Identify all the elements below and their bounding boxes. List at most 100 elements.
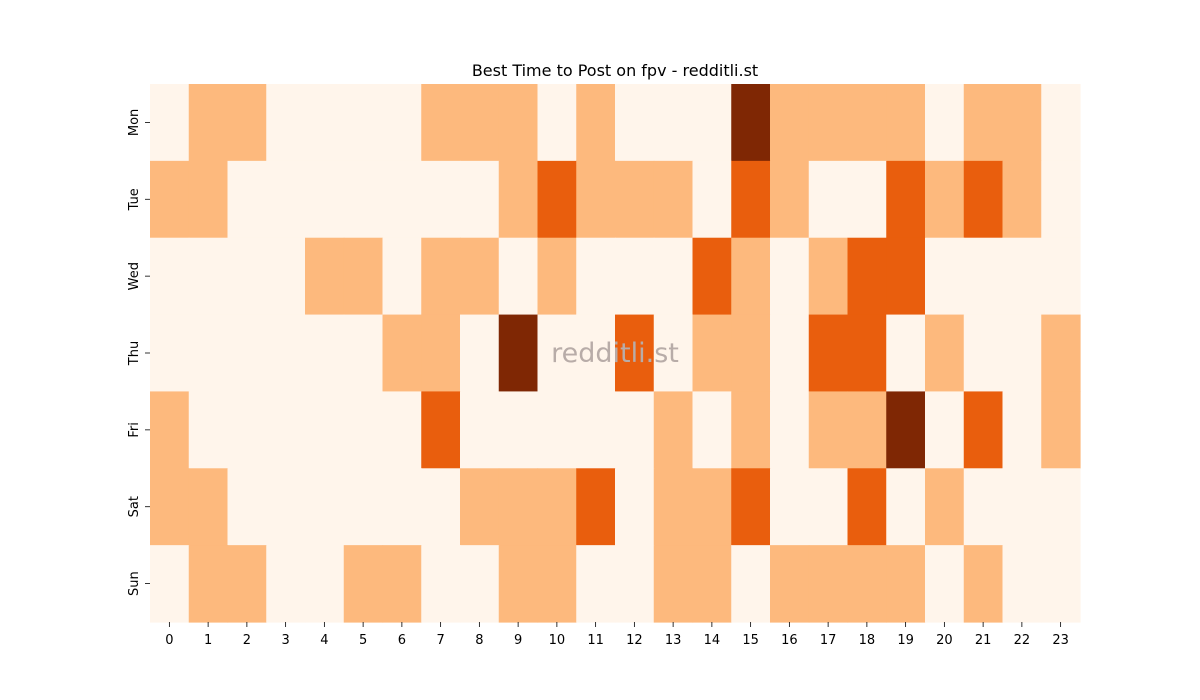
heatmap-cell-sun-20	[925, 545, 965, 623]
heatmap-cell-sun-14	[692, 545, 732, 623]
heatmap-cell-tue-21	[963, 160, 1004, 239]
heatmap-cell-thu-23	[1041, 314, 1081, 393]
heatmap-cell-fri-5	[343, 391, 384, 469]
x-tick-label: 23	[1052, 633, 1069, 648]
heatmap-cell-fri-2	[227, 391, 267, 469]
heatmap-cell-tue-9	[498, 160, 539, 239]
heatmap-cell-sat-10	[537, 468, 577, 546]
heatmap-cell-wed-8	[460, 237, 500, 316]
heatmap-cell-sun-13	[653, 545, 694, 623]
heatmap-cell-mon-8	[460, 84, 500, 162]
heatmap-cell-sun-19	[886, 545, 926, 623]
heatmap-cell-fri-9	[498, 391, 539, 469]
heatmap-cell-wed-15	[731, 237, 771, 316]
heatmap-cell-wed-22	[1002, 237, 1042, 316]
heatmap-cell-sun-6	[382, 545, 422, 623]
heatmap-cell-wed-23	[1041, 237, 1081, 316]
heatmap-cell-tue-1	[188, 160, 229, 239]
heatmap-cell-wed-14	[692, 237, 732, 316]
heatmap-cell-thu-11	[576, 314, 616, 393]
heatmap-cell-wed-13	[653, 237, 694, 316]
heatmap-cell-wed-11	[576, 237, 616, 316]
heatmap-cell-sat-21	[963, 468, 1004, 546]
heatmap-cell-fri-15	[731, 391, 771, 469]
heatmap-cell-sun-17	[808, 545, 849, 623]
heatmap-cell-thu-20	[925, 314, 965, 393]
heatmap-cell-mon-4	[305, 84, 345, 162]
heatmap-cell-wed-7	[421, 237, 461, 316]
y-tick-label: Sun	[127, 571, 142, 596]
heatmap-cell-wed-6	[382, 237, 422, 316]
heatmap-cell-wed-19	[886, 237, 926, 316]
heatmap-cell-thu-10	[537, 314, 577, 393]
heatmap-cell-fri-20	[925, 391, 965, 469]
x-tick-label: 7	[436, 633, 444, 648]
heatmap-cell-fri-21	[963, 391, 1004, 469]
heatmap-cell-tue-7	[421, 160, 461, 239]
x-tick-label: 22	[1014, 633, 1031, 648]
heatmap-cells	[150, 84, 1081, 623]
heatmap-cell-tue-19	[886, 160, 926, 239]
heatmap-cell-fri-12	[615, 391, 655, 469]
heatmap-cell-sat-1	[188, 468, 229, 546]
heatmap-cell-fri-8	[460, 391, 500, 469]
heatmap-cell-thu-4	[305, 314, 345, 393]
heatmap-cell-thu-6	[382, 314, 422, 393]
heatmap-cell-mon-17	[808, 84, 849, 162]
heatmap-cell-sat-12	[615, 468, 655, 546]
x-tick-label: 17	[820, 633, 837, 648]
heatmap-cell-mon-10	[537, 84, 577, 162]
heatmap-cell-sun-9	[498, 545, 539, 623]
x-tick-label: 5	[359, 633, 367, 648]
heatmap-cell-thu-14	[692, 314, 732, 393]
heatmap-cell-thu-13	[653, 314, 694, 393]
heatmap-cell-tue-2	[227, 160, 267, 239]
x-tick-label: 2	[243, 633, 251, 648]
heatmap-cell-sat-16	[770, 468, 810, 546]
heatmap-cell-thu-21	[963, 314, 1004, 393]
heatmap-cell-sun-12	[615, 545, 655, 623]
heatmap-cell-tue-14	[692, 160, 732, 239]
heatmap-cell-thu-12	[615, 314, 655, 393]
heatmap-cell-tue-12	[615, 160, 655, 239]
heatmap-cell-wed-10	[537, 237, 577, 316]
heatmap-cell-sat-22	[1002, 468, 1042, 546]
heatmap-cell-wed-5	[343, 237, 384, 316]
x-tick-label: 20	[936, 633, 953, 648]
x-axis-ticks: 0 1 2 3 4 5 6 7 8 9 10 11 12 13 14 15 16 17 18 19 20 21 22 23	[165, 622, 1069, 648]
heatmap-cell-fri-11	[576, 391, 616, 469]
heatmap-cell-fri-18	[847, 391, 887, 469]
heatmap-cell-tue-13	[653, 160, 694, 239]
heatmap-cell-fri-16	[770, 391, 810, 469]
heatmap-cell-sun-23	[1041, 545, 1081, 623]
heatmap-cell-wed-17	[808, 237, 849, 316]
heatmap-cell-tue-16	[770, 160, 810, 239]
heatmap-cell-thu-1	[188, 314, 229, 393]
heatmap-cell-fri-23	[1041, 391, 1081, 469]
heatmap-cell-sun-0	[150, 545, 190, 623]
heatmap-cell-sun-1	[188, 545, 229, 623]
x-tick-label: 18	[859, 633, 876, 648]
x-tick-label: 8	[475, 633, 483, 648]
heatmap-cell-mon-0	[150, 84, 190, 162]
x-tick-label: 15	[742, 633, 759, 648]
x-tick-label: 14	[704, 633, 721, 648]
heatmap-cell-thu-2	[227, 314, 267, 393]
heatmap-cell-tue-15	[731, 160, 771, 239]
x-tick-label: 9	[514, 633, 522, 648]
heatmap-cell-thu-16	[770, 314, 810, 393]
heatmap-cell-mon-21	[963, 84, 1004, 162]
heatmap-cell-fri-17	[808, 391, 849, 469]
chart-title: Best Time to Post on fpv - redditli.st	[472, 61, 758, 80]
heatmap-cell-wed-21	[963, 237, 1004, 316]
heatmap-cell-tue-20	[925, 160, 965, 239]
heatmap-cell-sat-13	[653, 468, 694, 546]
heatmap-cell-thu-3	[266, 314, 306, 393]
heatmap-cell-mon-9	[498, 84, 539, 162]
heatmap-cell-thu-7	[421, 314, 461, 393]
heatmap-cell-sat-5	[343, 468, 384, 546]
y-tick-label: Wed	[127, 262, 142, 290]
heatmap-cell-sat-18	[847, 468, 887, 546]
heatmap-cell-tue-23	[1041, 160, 1081, 239]
